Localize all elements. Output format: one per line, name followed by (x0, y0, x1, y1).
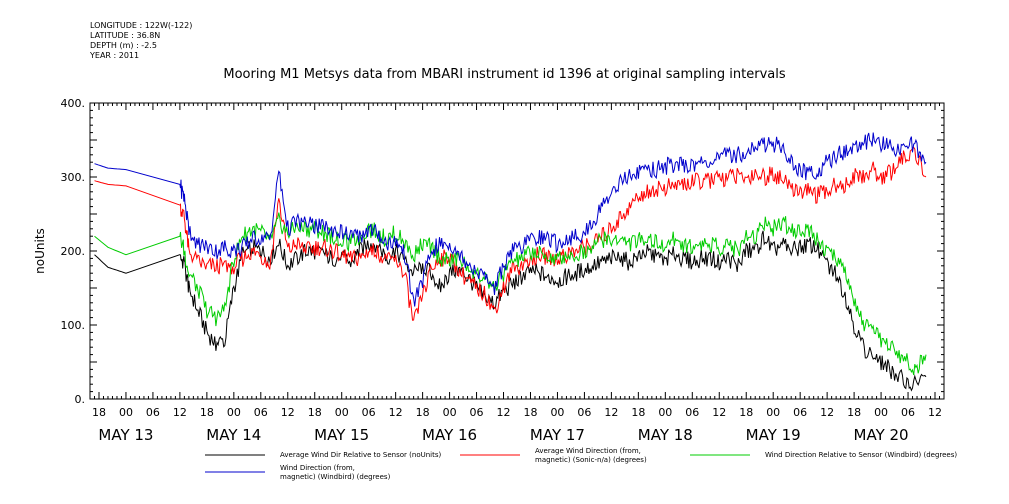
series-line (94, 230, 927, 392)
x-day-label: MAY 14 (206, 426, 261, 444)
y-tick-label: 200. (61, 245, 86, 258)
x-tick-label: 06 (146, 406, 160, 419)
series-line (94, 212, 927, 376)
x-tick-label: 18 (631, 406, 645, 419)
x-day-label: MAY 18 (638, 426, 693, 444)
legend-label: Wind Direction (from, (280, 464, 355, 472)
x-tick-label: 00 (550, 406, 564, 419)
x-tick-label: 18 (739, 406, 753, 419)
x-tick-label: 12 (928, 406, 942, 419)
x-tick-label: 18 (416, 406, 430, 419)
x-day-label: MAY 16 (422, 426, 477, 444)
y-tick-label: 300. (61, 171, 86, 184)
x-tick-label: 12 (281, 406, 295, 419)
year-label: YEAR : 2011 (90, 51, 140, 60)
series-line (94, 132, 927, 307)
x-tick-label: 06 (577, 406, 591, 419)
x-tick-label: 18 (200, 406, 214, 419)
x-tick-label: 00 (658, 406, 672, 419)
y-tick-label: 400. (61, 97, 86, 110)
y-axis-label: noUnits (33, 228, 47, 274)
depth-label: DEPTH (m) : -2.5 (90, 41, 157, 50)
axes: 0. 100. 200. 300. 400. noUnits 18 00 06 12 18 00 06 1… (33, 97, 945, 444)
x-day-label: MAY 20 (854, 426, 909, 444)
longitude-label: LONGITUDE : 122W(-122) (90, 21, 193, 30)
x-tick-label: 06 (362, 406, 376, 419)
x-tick-label: 00 (874, 406, 888, 419)
x-tick-label: 18 (308, 406, 322, 419)
x-tick-label: 00 (443, 406, 457, 419)
metadata-block: LONGITUDE : 122W(-122) LATITUDE : 36.8N … (90, 21, 192, 61)
x-tick-label: 12 (820, 406, 834, 419)
series-line (94, 146, 927, 321)
legend-label: Average Wind Dir Relative to Sensor (noU… (280, 451, 441, 459)
x-tick-label: 00 (227, 406, 241, 419)
x-tick-label: 06 (793, 406, 807, 419)
legend-label: Average Wind Direction (from, (535, 447, 641, 455)
legend-label: magnetic) (Sonic-n/a) (degrees) (535, 456, 647, 464)
x-tick-label: 00 (119, 406, 133, 419)
legend: Average Wind Dir Relative to Sensor (noU… (205, 447, 957, 481)
x-tick-label: 12 (389, 406, 403, 419)
series-layer (94, 132, 927, 392)
x-tick-label: 12 (712, 406, 726, 419)
latitude-label: LATITUDE : 36.8N (90, 31, 161, 40)
x-tick-label: 00 (335, 406, 349, 419)
x-day-label: MAY 19 (746, 426, 801, 444)
x-tick-label: 12 (604, 406, 618, 419)
x-tick-label: 06 (901, 406, 915, 419)
y-tick-label: 0. (75, 393, 86, 406)
x-tick-label: 12 (173, 406, 187, 419)
legend-label: Wind Direction Relative to Sensor (Windb… (765, 451, 957, 459)
y-tick-label: 100. (61, 319, 86, 332)
x-tick-label: 06 (254, 406, 268, 419)
x-tick-label: 18 (847, 406, 861, 419)
x-day-label: MAY 13 (98, 426, 153, 444)
x-tick-label: 00 (766, 406, 780, 419)
legend-label: magnetic) (Windbird) (degrees) (280, 473, 391, 481)
x-tick-label: 12 (497, 406, 511, 419)
x-tick-label: 06 (685, 406, 699, 419)
x-tick-label: 18 (523, 406, 537, 419)
x-tick-label: 18 (92, 406, 106, 419)
x-tick-label: 06 (470, 406, 484, 419)
x-day-label: MAY 15 (314, 426, 369, 444)
chart-title: Mooring M1 Metsys data from MBARI instru… (223, 67, 786, 82)
x-day-label: MAY 17 (530, 426, 585, 444)
